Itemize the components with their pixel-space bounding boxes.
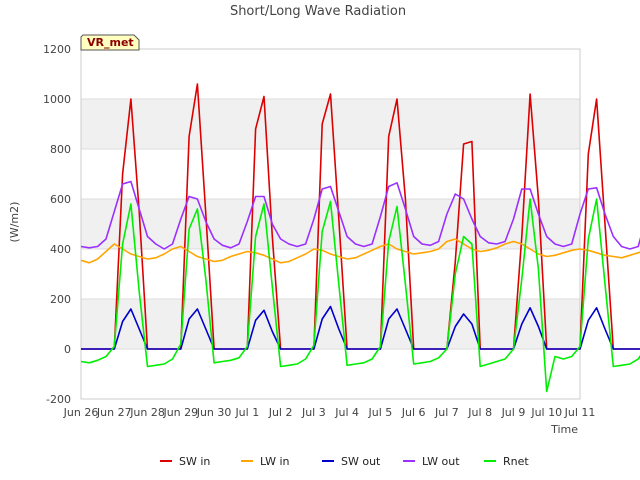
- plot-background: [81, 49, 580, 399]
- x-tick-label: Jul 5: [368, 406, 393, 419]
- x-tick-label: Jul 4: [334, 406, 359, 419]
- y-tick-label: -200: [46, 393, 71, 406]
- series-line-lw-out: [80, 180, 640, 250]
- x-tick-label: Jul 7: [434, 406, 459, 419]
- x-tick-label: Jun 28: [129, 406, 165, 419]
- y-tick-label: 400: [50, 243, 71, 256]
- legend-label: LW in: [260, 455, 290, 468]
- x-tick-label: Jul 2: [268, 406, 293, 419]
- x-axis-label: Time: [550, 423, 578, 436]
- site-badge: VR_met: [80, 34, 140, 51]
- series-line-rnet: [80, 198, 640, 393]
- chart-title: Short/Long Wave Radiation: [230, 4, 406, 19]
- y-tick-label: 1000: [43, 93, 71, 106]
- series-layer: [80, 83, 640, 393]
- series-line-lw-in: [80, 238, 640, 264]
- plot-frame: [80, 48, 581, 400]
- series-line-sw-out: [81, 305, 640, 350]
- x-tick-label: Jun 26: [63, 406, 99, 419]
- badge-label: VR_met: [87, 36, 134, 49]
- legend: SW in LW in SW out LW out Rnet: [160, 455, 529, 468]
- x-tick-label: Jun 30: [196, 406, 232, 419]
- band: [81, 99, 580, 149]
- y-axis-label: (W/m2): [8, 202, 21, 243]
- y-tick-label: 0: [64, 343, 71, 356]
- legend-label: SW out: [341, 455, 381, 468]
- y-tick-label: 600: [50, 193, 71, 206]
- x-tick-label: Jul 6: [401, 406, 426, 419]
- legend-label: SW in: [179, 455, 210, 468]
- y-tick-labels: -200 0 200 400 600 800 1000 1200: [43, 43, 71, 406]
- legend-label: Rnet: [503, 455, 529, 468]
- x-tick-label: Jul 3: [301, 406, 326, 419]
- legend-label: LW out: [422, 455, 460, 468]
- y-tick-label: 200: [50, 293, 71, 306]
- x-tick-label: Jul 1: [234, 406, 259, 419]
- x-tick-label: Jun 29: [162, 406, 198, 419]
- y-tick-label: 800: [50, 143, 71, 156]
- y-tick-label: 1200: [43, 43, 71, 56]
- x-tick-label: Jul 8: [467, 406, 492, 419]
- x-tick-label: Jul 11: [564, 406, 596, 419]
- x-tick-label: Jun 27: [96, 406, 132, 419]
- x-tick-label: Jul 10: [530, 406, 562, 419]
- x-tick-label: Jul 9: [501, 406, 526, 419]
